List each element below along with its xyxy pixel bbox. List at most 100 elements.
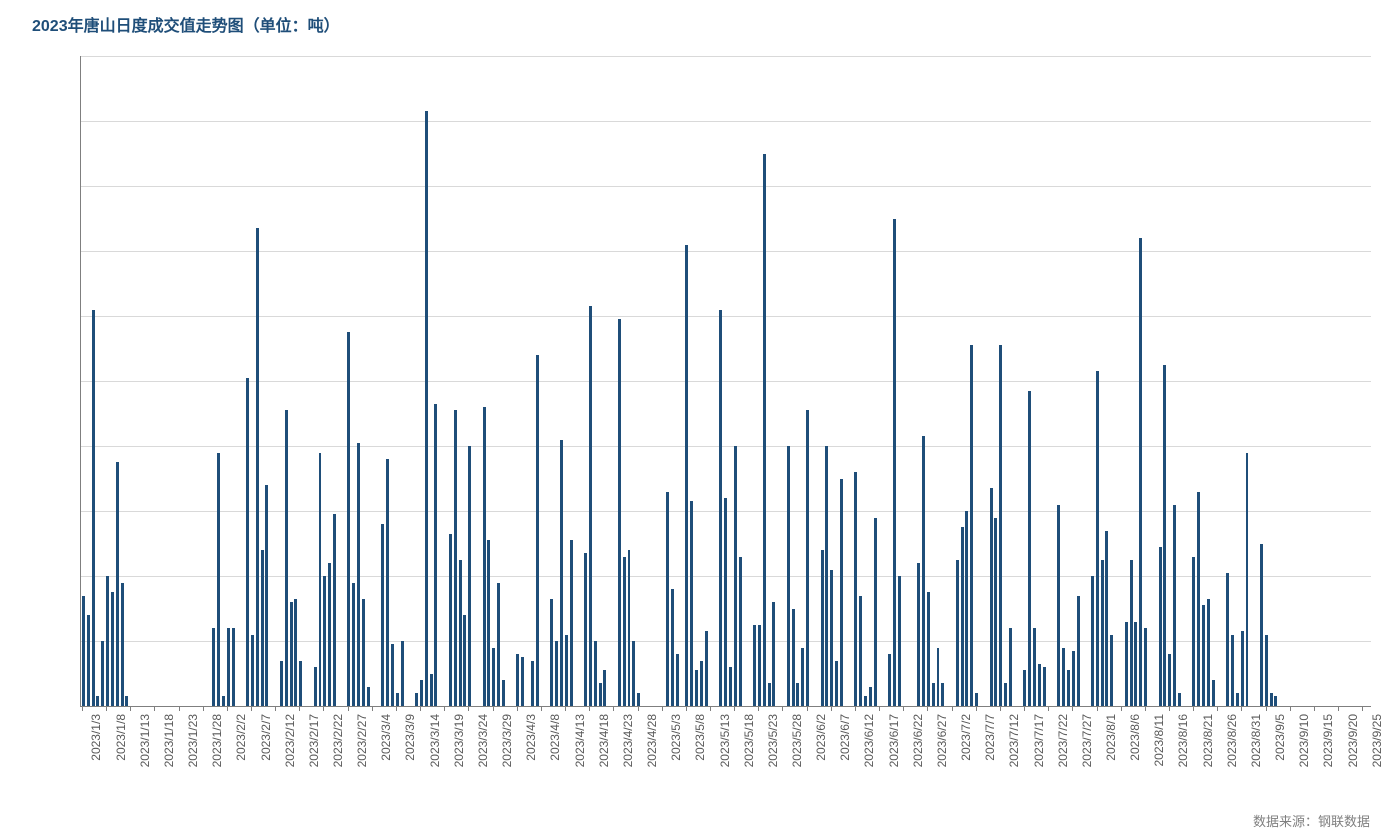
x-tick-mark: [82, 706, 83, 711]
bar: [492, 648, 495, 707]
bar: [82, 596, 85, 707]
bar: [787, 446, 790, 706]
x-tick-mark: [179, 706, 180, 711]
bar: [1043, 667, 1046, 706]
x-tick-mark: [106, 706, 107, 711]
bar: [835, 661, 838, 707]
bar: [796, 683, 799, 706]
x-tick-label: 2023/6/22: [911, 714, 925, 814]
bar: [1163, 365, 1166, 706]
bar: [768, 683, 771, 706]
x-tick-label: 2023/8/6: [1128, 714, 1142, 814]
bar: [468, 446, 471, 706]
chart-container: 2023年唐山日度成交值走势图（单位：吨） 020000400006000080…: [0, 0, 1392, 838]
bar: [347, 332, 350, 706]
bar: [1241, 631, 1244, 706]
x-tick-label: 2023/8/1: [1104, 714, 1118, 814]
x-tick-label: 2023/7/7: [983, 714, 997, 814]
x-tick-mark: [1048, 706, 1049, 711]
bar: [637, 693, 640, 706]
x-tick-label: 2023/2/22: [331, 714, 345, 814]
bar: [555, 641, 558, 706]
x-tick-mark: [275, 706, 276, 711]
bar: [251, 635, 254, 707]
bar: [352, 583, 355, 707]
bar: [1159, 547, 1162, 706]
x-tick-mark: [662, 706, 663, 711]
bar: [999, 345, 1002, 706]
x-tick-label: 2023/1/13: [138, 714, 152, 814]
bar: [763, 154, 766, 707]
bar: [536, 355, 539, 706]
bar: [381, 524, 384, 706]
x-tick-label: 2023/8/16: [1176, 714, 1190, 814]
bar: [333, 514, 336, 706]
x-tick-mark: [444, 706, 445, 711]
x-tick-mark: [976, 706, 977, 711]
bar: [671, 589, 674, 706]
x-tick-label: 2023/9/20: [1346, 714, 1360, 814]
bar: [415, 693, 418, 706]
x-tick-mark: [807, 706, 808, 711]
bar: [589, 306, 592, 706]
bar: [1033, 628, 1036, 706]
bar: [265, 485, 268, 706]
x-tick-label: 2023/3/14: [428, 714, 442, 814]
x-tick-label: 2023/6/2: [814, 714, 828, 814]
bar: [1231, 635, 1234, 707]
bar: [1192, 557, 1195, 707]
bar: [990, 488, 993, 706]
bar: [261, 550, 264, 706]
bar: [1144, 628, 1147, 706]
bar: [222, 696, 225, 706]
x-tick-label: 2023/5/13: [718, 714, 732, 814]
x-tick-label: 2023/7/2: [959, 714, 973, 814]
x-tick-mark: [517, 706, 518, 711]
bar-slot: [1365, 56, 1370, 706]
x-tick-mark: [638, 706, 639, 711]
bar: [111, 592, 114, 706]
bar: [1130, 560, 1133, 706]
bar: [584, 553, 587, 706]
x-tick-mark: [927, 706, 928, 711]
x-tick-mark: [734, 706, 735, 711]
bar: [459, 560, 462, 706]
bar: [121, 583, 124, 707]
x-tick-label: 2023/6/12: [862, 714, 876, 814]
bar: [1110, 635, 1113, 707]
x-tick-mark: [130, 706, 131, 711]
x-tick-label: 2023/5/3: [669, 714, 683, 814]
x-tick-label: 2023/6/17: [887, 714, 901, 814]
x-tick-mark: [1097, 706, 1098, 711]
x-tick-label: 2023/7/17: [1032, 714, 1046, 814]
bar: [594, 641, 597, 706]
x-tick-mark: [372, 706, 373, 711]
x-tick-mark: [952, 706, 953, 711]
plot-area: [80, 56, 1371, 707]
bar: [1207, 599, 1210, 706]
x-tick-mark: [589, 706, 590, 711]
x-tick-mark: [855, 706, 856, 711]
x-tick-mark: [782, 706, 783, 711]
bar: [232, 628, 235, 706]
x-tick-mark: [1024, 706, 1025, 711]
bar: [1139, 238, 1142, 706]
x-tick-mark: [299, 706, 300, 711]
x-tick-label: 2023/7/27: [1080, 714, 1094, 814]
bar: [1202, 605, 1205, 706]
bar: [116, 462, 119, 706]
bar: [497, 583, 500, 707]
source-label: 数据来源：钢联数据: [1253, 811, 1370, 830]
bar: [956, 560, 959, 706]
bar: [628, 550, 631, 706]
x-tick-mark: [348, 706, 349, 711]
bar: [357, 443, 360, 706]
bar: [1173, 505, 1176, 707]
bar: [391, 644, 394, 706]
bar: [821, 550, 824, 706]
bar: [1274, 696, 1277, 706]
x-tick-mark: [1241, 706, 1242, 711]
bar: [1265, 635, 1268, 707]
bar: [1226, 573, 1229, 706]
bar: [463, 615, 466, 706]
